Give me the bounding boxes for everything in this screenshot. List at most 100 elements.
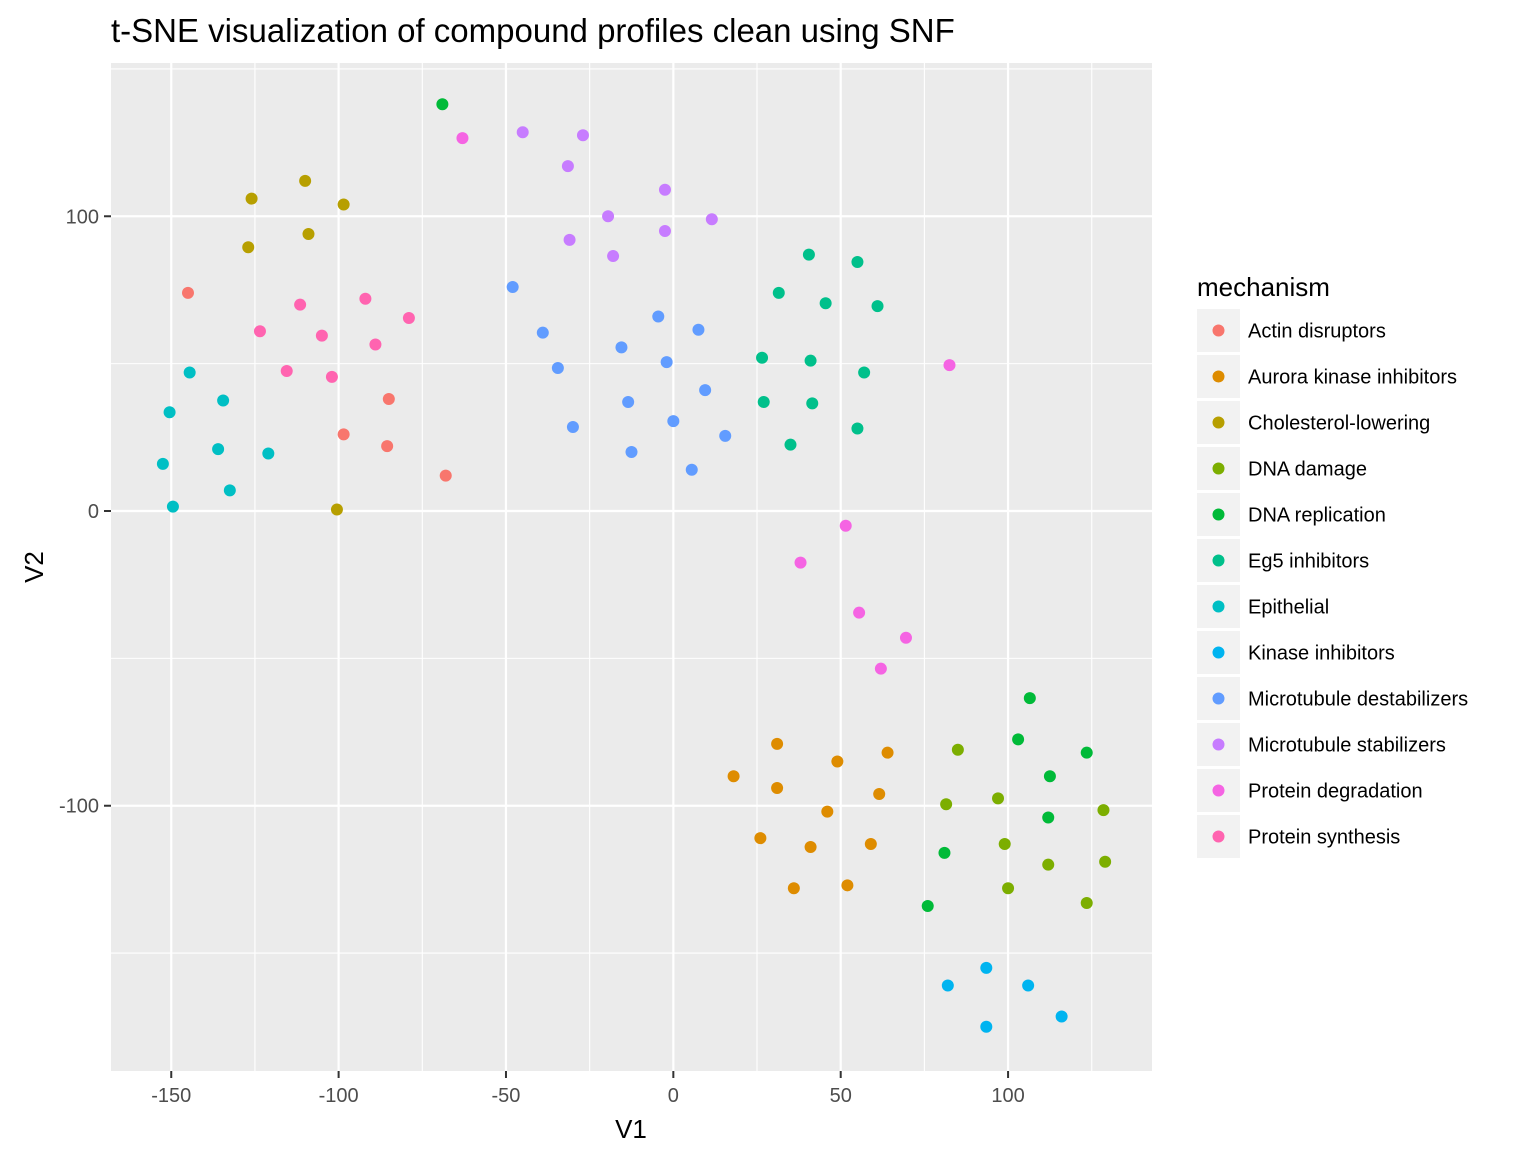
legend-swatch (1212, 508, 1225, 521)
x-tick-label: -100 (319, 1085, 359, 1107)
data-point (699, 384, 712, 397)
data-point (602, 210, 615, 223)
data-point (223, 484, 236, 497)
data-point (874, 662, 887, 675)
data-point (787, 882, 800, 895)
legend-items: Actin disruptors Aurora kinase inhibitors… (1197, 309, 1468, 858)
legend-label: Protein degradation (1248, 781, 1423, 803)
data-point (436, 98, 449, 111)
x-tick-label: -50 (492, 1085, 521, 1107)
legend-label: Microtubule stabilizers (1248, 735, 1446, 757)
x-axis-title: V1 (615, 1114, 647, 1144)
data-point (439, 469, 452, 482)
data-point (784, 438, 797, 451)
data-point (943, 359, 956, 372)
data-point (302, 227, 315, 240)
legend-swatch (1212, 370, 1225, 383)
data-point (325, 370, 338, 383)
x-tick-label: 100 (991, 1085, 1024, 1107)
data-point (369, 338, 382, 351)
data-point (853, 606, 866, 619)
y-axis-ticks: -100 0 100 (59, 206, 111, 818)
data-point (456, 132, 469, 145)
legend-label: DNA damage (1248, 459, 1367, 481)
data-point (754, 832, 767, 845)
data-point (299, 174, 312, 187)
data-point (658, 225, 671, 237)
data-point (163, 406, 176, 419)
data-point (1042, 811, 1055, 824)
data-point (330, 503, 343, 516)
data-point (851, 255, 864, 268)
data-point (563, 233, 576, 246)
data-point (980, 961, 993, 974)
data-point (315, 329, 328, 342)
data-point (727, 770, 740, 783)
data-point (757, 395, 770, 408)
data-point (841, 879, 854, 892)
legend-swatch (1212, 416, 1225, 429)
data-point (1043, 770, 1056, 783)
legend-label: DNA replication (1248, 505, 1386, 527)
data-point (839, 519, 852, 532)
x-tick-label: -150 (151, 1085, 191, 1107)
x-axis-ticks: -150 -100 -50 0 50 100 (151, 1071, 1025, 1107)
data-point (516, 126, 529, 139)
legend-swatch (1212, 646, 1225, 659)
data-point (1002, 882, 1015, 895)
data-point (831, 755, 844, 768)
data-point (183, 366, 196, 379)
data-point (992, 792, 1005, 805)
data-point (821, 805, 834, 818)
data-point (382, 393, 395, 405)
data-point (998, 838, 1011, 851)
data-point (615, 341, 628, 354)
legend-swatch (1212, 600, 1225, 613)
data-point (1055, 1010, 1068, 1023)
y-tick-label: 100 (66, 206, 99, 228)
plot-panel (111, 63, 1152, 1071)
legend-label: Actin disruptors (1248, 321, 1386, 343)
data-point (940, 798, 953, 811)
data-point (804, 354, 817, 367)
data-point (576, 129, 589, 142)
data-point (1022, 979, 1035, 992)
data-point (660, 356, 673, 369)
data-point (242, 241, 255, 254)
data-point (359, 292, 372, 305)
data-point (622, 395, 635, 408)
legend-swatch (1212, 738, 1225, 751)
legend: mechanism Actin disruptors Aurora kinase … (1197, 272, 1468, 858)
data-point (337, 198, 350, 211)
legend-swatch (1212, 784, 1225, 797)
data-point (685, 463, 698, 476)
major-gridlines (111, 63, 1152, 1071)
legend-title: mechanism (1197, 272, 1330, 302)
data-point (212, 443, 225, 456)
legend-label: Epithelial (1248, 597, 1329, 619)
data-point (337, 428, 350, 441)
data-point (772, 286, 785, 299)
data-point (245, 192, 258, 205)
data-point (506, 281, 519, 293)
data-point (561, 160, 574, 173)
legend-label: Eg5 inhibitors (1248, 551, 1369, 573)
legend-label: Cholesterol-lowering (1248, 413, 1430, 435)
data-point (1097, 804, 1110, 817)
data-point (551, 362, 564, 375)
data-point (819, 297, 832, 310)
data-point (806, 397, 819, 410)
data-point (980, 1020, 993, 1033)
data-point (667, 415, 680, 428)
data-point (652, 310, 665, 323)
data-point (873, 787, 886, 800)
legend-label: Protein synthesis (1248, 827, 1400, 849)
data-point (771, 782, 784, 795)
legend-swatch (1212, 692, 1225, 705)
data-point (658, 183, 671, 196)
chart-title: t-SNE visualization of compound profiles… (111, 12, 955, 49)
data-point (402, 311, 415, 324)
data-point (607, 250, 620, 263)
y-tick-label: -100 (59, 796, 99, 818)
